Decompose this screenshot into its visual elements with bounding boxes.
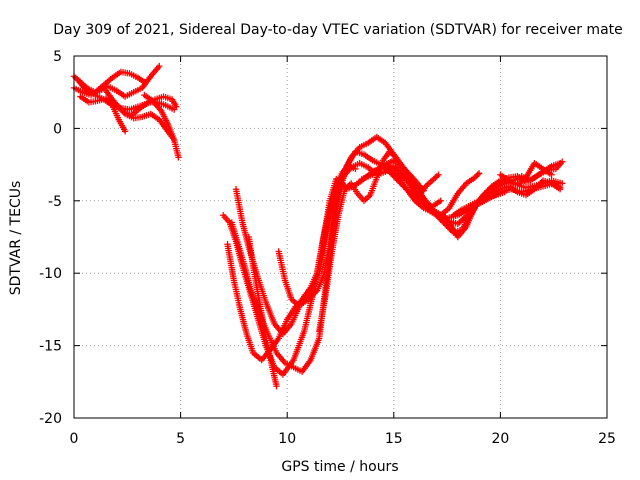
data-point — [410, 193, 417, 200]
data-point — [311, 290, 318, 297]
data-point — [407, 190, 415, 197]
data-point — [437, 197, 444, 204]
data-point — [481, 190, 488, 197]
data-point — [403, 186, 410, 193]
data-point — [156, 62, 163, 70]
y-axis-label: SDTVAR / TECUs — [8, 181, 24, 296]
data-point — [121, 128, 129, 135]
y-tick-label: -10 — [39, 266, 62, 282]
data-point — [559, 180, 566, 187]
y-tick-label: -15 — [39, 339, 62, 355]
data-point — [273, 382, 280, 390]
data-point — [536, 180, 544, 187]
data-point — [538, 178, 545, 186]
data-point — [120, 109, 127, 116]
data-point — [471, 174, 479, 181]
data-point — [482, 188, 490, 196]
data-point — [473, 172, 480, 180]
series-15 — [386, 168, 444, 210]
data-point — [548, 171, 555, 178]
series-6 — [141, 91, 182, 161]
data-point — [443, 222, 450, 229]
y-tick-label: -20 — [39, 411, 62, 427]
y-tick-label: 5 — [53, 49, 62, 65]
series-1 — [70, 62, 163, 100]
data-point — [532, 184, 540, 191]
data-point — [175, 154, 182, 161]
data-point — [409, 191, 416, 199]
series-14 — [358, 157, 427, 194]
series-4 — [77, 93, 178, 144]
chart-title: Day 309 of 2021, Sidereal Day-to-day VTE… — [53, 22, 623, 38]
data-point — [485, 186, 493, 193]
x-tick-label: 20 — [491, 431, 509, 447]
data-point — [352, 165, 359, 173]
x-tick-label: 10 — [278, 431, 296, 447]
data-point — [406, 188, 413, 196]
gridlines — [74, 56, 607, 418]
data-point — [305, 296, 312, 303]
y-tick-labels: 5 0 -5 -10 -15 -20 — [39, 49, 62, 427]
data-point — [534, 183, 541, 190]
data-point — [556, 186, 564, 193]
series-5 — [109, 102, 129, 135]
data-point — [312, 288, 319, 296]
data-point — [435, 171, 442, 178]
series-19 — [488, 177, 564, 199]
data-point — [116, 104, 123, 112]
data-point — [308, 293, 315, 300]
data-point — [474, 171, 481, 178]
x-tick-labels: 0 5 10 15 20 25 — [70, 431, 616, 447]
x-axis-label: GPS time / hours — [281, 459, 398, 475]
axis-ticks — [73, 55, 608, 419]
series-18 — [450, 188, 508, 219]
x-tick-label: 0 — [70, 431, 79, 447]
series-20 — [497, 159, 555, 189]
y-tick-label: 0 — [53, 121, 62, 137]
data-point — [404, 187, 412, 194]
data-point — [117, 106, 125, 113]
series-17 — [437, 170, 483, 219]
data-point — [306, 294, 314, 302]
data-point — [484, 187, 491, 194]
data-point — [531, 186, 538, 193]
data-point — [535, 181, 542, 189]
series-16 — [416, 171, 442, 199]
series-11 — [245, 233, 280, 390]
series-12 — [275, 162, 359, 309]
data-markers — [70, 62, 566, 390]
data-point — [309, 291, 316, 299]
data-point — [475, 170, 483, 177]
y-tick-label: -5 — [48, 194, 62, 210]
data-point — [556, 159, 564, 167]
x-tick-label: 15 — [385, 431, 403, 447]
plot-frame — [73, 55, 608, 419]
data-point — [171, 106, 178, 113]
x-tick-label: 5 — [176, 431, 185, 447]
data-point — [119, 107, 126, 115]
x-tick-label: 25 — [598, 431, 616, 447]
